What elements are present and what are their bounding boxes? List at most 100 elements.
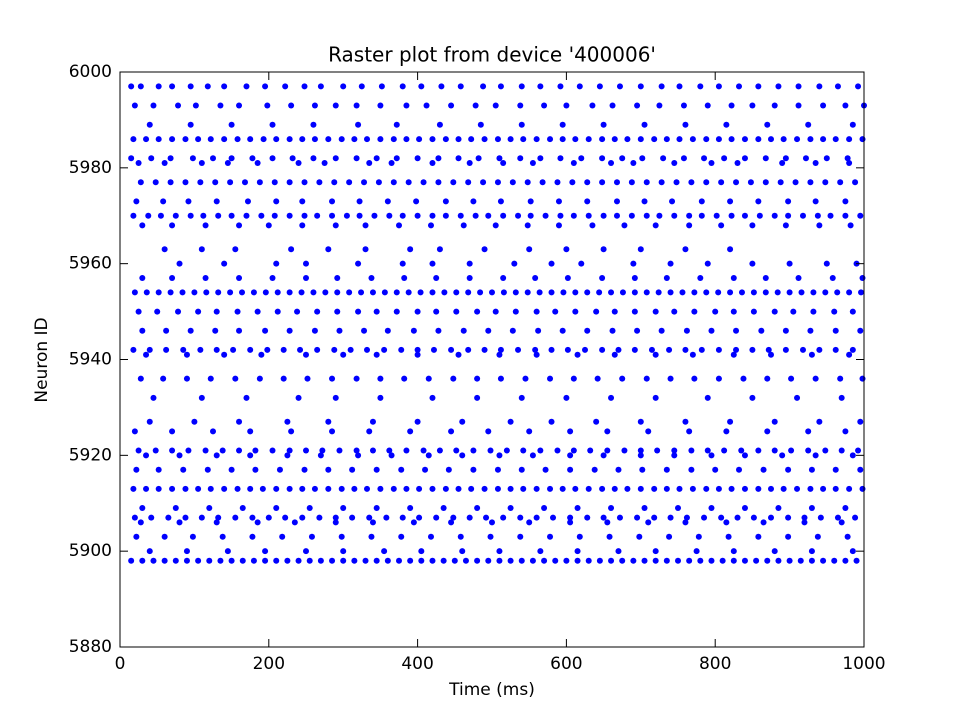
spike [741, 505, 748, 512]
spike [704, 447, 711, 454]
spike [812, 160, 819, 167]
spike [304, 375, 311, 382]
spike [133, 198, 140, 205]
spike [790, 308, 797, 315]
spike [820, 557, 827, 564]
spike [608, 289, 615, 296]
spike [643, 179, 650, 186]
spike [823, 260, 830, 267]
spike [436, 246, 443, 253]
spike [329, 198, 336, 205]
spike [457, 212, 464, 219]
spike [808, 351, 815, 358]
spike [859, 275, 866, 282]
spike [820, 485, 827, 492]
spike [762, 289, 769, 296]
spike [846, 289, 853, 296]
spike [213, 452, 220, 459]
spike [683, 514, 690, 521]
spike [244, 198, 251, 205]
spike [604, 428, 611, 435]
spike [584, 514, 591, 521]
spike [829, 275, 836, 282]
spike [160, 375, 167, 382]
spike [331, 179, 338, 186]
spike [643, 375, 650, 382]
spike [805, 428, 812, 435]
spike [799, 346, 806, 353]
spike [200, 212, 207, 219]
spike [857, 466, 864, 473]
spike [600, 212, 607, 219]
spike [286, 485, 293, 492]
spike [427, 533, 434, 540]
spike [736, 83, 743, 90]
spike [417, 289, 424, 296]
spike [388, 452, 395, 459]
spike [131, 428, 138, 435]
spike [310, 155, 317, 162]
spike [844, 533, 851, 540]
spike [816, 346, 823, 353]
spike [474, 394, 481, 401]
spike [325, 466, 332, 473]
spike [831, 557, 838, 564]
spike [624, 485, 631, 492]
spike [637, 136, 644, 143]
spike [838, 519, 845, 526]
spike [460, 327, 467, 334]
spike [704, 260, 711, 267]
spike [591, 466, 598, 473]
spike [749, 394, 756, 401]
spike [497, 198, 504, 205]
spike [288, 246, 295, 253]
spike [373, 557, 380, 564]
spike [574, 505, 581, 512]
spike [366, 428, 373, 435]
spike [247, 485, 254, 492]
spike [497, 83, 504, 90]
spike [396, 557, 402, 564]
spike [680, 102, 687, 109]
spike [708, 327, 715, 334]
spike [585, 485, 592, 492]
spike [254, 160, 261, 167]
spike [755, 485, 762, 492]
spike [570, 375, 577, 382]
spike [243, 212, 250, 219]
spike [578, 155, 585, 162]
spike [698, 346, 705, 353]
spike [442, 198, 449, 205]
spike [755, 198, 762, 205]
spike [585, 557, 592, 564]
spike [795, 102, 802, 109]
spike [596, 289, 603, 296]
spike [221, 260, 228, 267]
spike [785, 514, 792, 521]
spike [396, 222, 402, 229]
spike [853, 557, 860, 564]
spike [152, 179, 159, 186]
spike [768, 514, 774, 521]
spike [262, 289, 269, 296]
spike [361, 179, 368, 186]
spike [599, 136, 606, 143]
spike [298, 289, 305, 296]
spike [207, 136, 214, 143]
spike [779, 452, 786, 459]
spike [192, 102, 199, 109]
y-tick-label: 5880 [69, 637, 112, 657]
spike [455, 136, 462, 143]
spike [631, 275, 638, 282]
spike [832, 485, 839, 492]
spike [774, 289, 781, 296]
spike [584, 327, 591, 334]
spike [332, 222, 339, 229]
spike [325, 418, 332, 425]
spike [377, 394, 384, 401]
spike [548, 346, 555, 353]
spike [459, 548, 466, 555]
spike [805, 121, 812, 128]
spike [332, 102, 339, 109]
spike [217, 557, 224, 564]
